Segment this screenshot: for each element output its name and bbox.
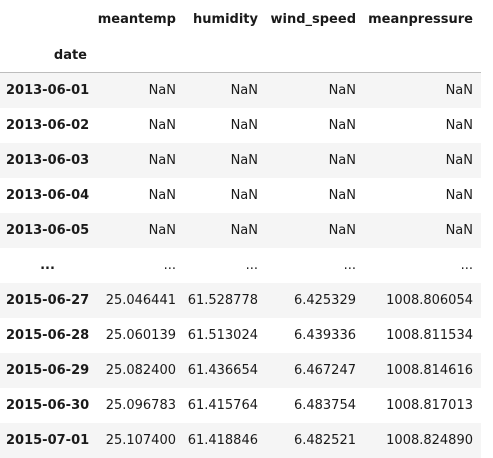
table-row: 2015-06-27 25.046441 61.528778 6.425329 …: [0, 282, 481, 318]
table-cell: 25.082400: [105, 362, 176, 378]
table-cell: 25.107400: [105, 432, 176, 448]
row-index: 2015-06-30: [6, 397, 90, 413]
ellipsis-row: ... ... ... ... ...: [0, 247, 481, 283]
table-row: 2015-07-01 25.107400 61.418846 6.482521 …: [0, 422, 481, 458]
table-cell: NaN: [148, 187, 176, 203]
table-row: 2015-06-30 25.096783 61.415764 6.483754 …: [0, 387, 481, 423]
table-cell: 1008.811534: [386, 327, 473, 343]
table-row: 2013-06-05 NaN NaN NaN NaN: [0, 212, 481, 248]
table-cell: NaN: [328, 152, 356, 168]
empty-header-cell: [184, 39, 266, 73]
table-cell: 6.439336: [293, 327, 356, 343]
table-row: 2015-06-29 25.082400 61.436654 6.467247 …: [0, 352, 481, 388]
table-row: 2013-06-02 NaN NaN NaN NaN: [0, 107, 481, 143]
table-row: 2015-06-28 25.060139 61.513024 6.439336 …: [0, 317, 481, 353]
column-header: wind_speed: [270, 12, 356, 27]
table-cell: NaN: [445, 222, 473, 238]
row-index: 2015-06-28: [6, 327, 90, 343]
table-cell: NaN: [148, 82, 176, 98]
table-cell: NaN: [148, 117, 176, 133]
table-header: meantemp humidity wind_speed meanpressur…: [0, 0, 481, 73]
table-cell: 25.096783: [105, 397, 176, 413]
row-index: ...: [40, 257, 55, 273]
row-index: 2013-06-04: [6, 187, 90, 203]
table-cell: 6.483754: [293, 397, 356, 413]
table-cell: ...: [460, 257, 473, 273]
table-cell: NaN: [328, 222, 356, 238]
column-header-row: meantemp humidity wind_speed meanpressur…: [0, 0, 481, 39]
table-row: 2013-06-03 NaN NaN NaN NaN: [0, 142, 481, 178]
empty-header-cell: [95, 39, 184, 73]
table-cell: NaN: [230, 82, 258, 98]
table-cell: NaN: [328, 117, 356, 133]
table-cell: NaN: [230, 222, 258, 238]
table-cell: 1008.824890: [386, 432, 473, 448]
table-cell: ...: [343, 257, 356, 273]
table-cell: 61.418846: [187, 432, 258, 448]
table-cell: 61.415764: [187, 397, 258, 413]
column-header: humidity: [193, 12, 258, 27]
table-cell: NaN: [445, 187, 473, 203]
table-cell: NaN: [328, 187, 356, 203]
table-cell: NaN: [445, 117, 473, 133]
table-cell: 1008.814616: [386, 362, 473, 378]
table-cell: 61.513024: [187, 327, 258, 343]
index-name-row: date: [0, 39, 481, 73]
row-index: 2013-06-03: [6, 152, 90, 168]
row-index: 2015-07-01: [6, 432, 90, 448]
table-row: 2013-06-04 NaN NaN NaN NaN: [0, 177, 481, 213]
column-header: meanpressure: [368, 12, 473, 27]
table-cell: 1008.817013: [386, 397, 473, 413]
table-cell: NaN: [230, 187, 258, 203]
index-name: date: [0, 39, 95, 73]
table-cell: NaN: [328, 82, 356, 98]
row-index: 2015-06-27: [6, 292, 90, 308]
row-index: 2015-06-29: [6, 362, 90, 378]
column-header: meantemp: [97, 12, 176, 27]
table-cell: 6.425329: [293, 292, 356, 308]
table-cell: NaN: [445, 152, 473, 168]
empty-header-cell: [266, 39, 364, 73]
table-cell: NaN: [445, 82, 473, 98]
empty-header-cell: [364, 39, 481, 73]
corner-cell: [0, 0, 95, 39]
table-cell: NaN: [230, 152, 258, 168]
table-cell: NaN: [148, 222, 176, 238]
row-index: 2013-06-02: [6, 117, 90, 133]
row-index: 2013-06-05: [6, 222, 90, 238]
table-cell: 61.436654: [187, 362, 258, 378]
table-body: 2013-06-01 NaN NaN NaN NaN 2013-06-02 Na…: [0, 72, 481, 458]
row-index: 2013-06-01: [6, 82, 90, 98]
table-cell: 6.482521: [293, 432, 356, 448]
table-cell: 6.467247: [293, 362, 356, 378]
dataframe-table: meantemp humidity wind_speed meanpressur…: [0, 0, 481, 458]
table-cell: 1008.806054: [386, 292, 473, 308]
table-cell: NaN: [230, 117, 258, 133]
table-cell: 25.060139: [105, 327, 176, 343]
table-cell: ...: [163, 257, 176, 273]
table-row: 2013-06-01 NaN NaN NaN NaN: [0, 72, 481, 108]
table-cell: 25.046441: [105, 292, 176, 308]
table-cell: 61.528778: [187, 292, 258, 308]
table-cell: ...: [245, 257, 258, 273]
table-cell: NaN: [148, 152, 176, 168]
